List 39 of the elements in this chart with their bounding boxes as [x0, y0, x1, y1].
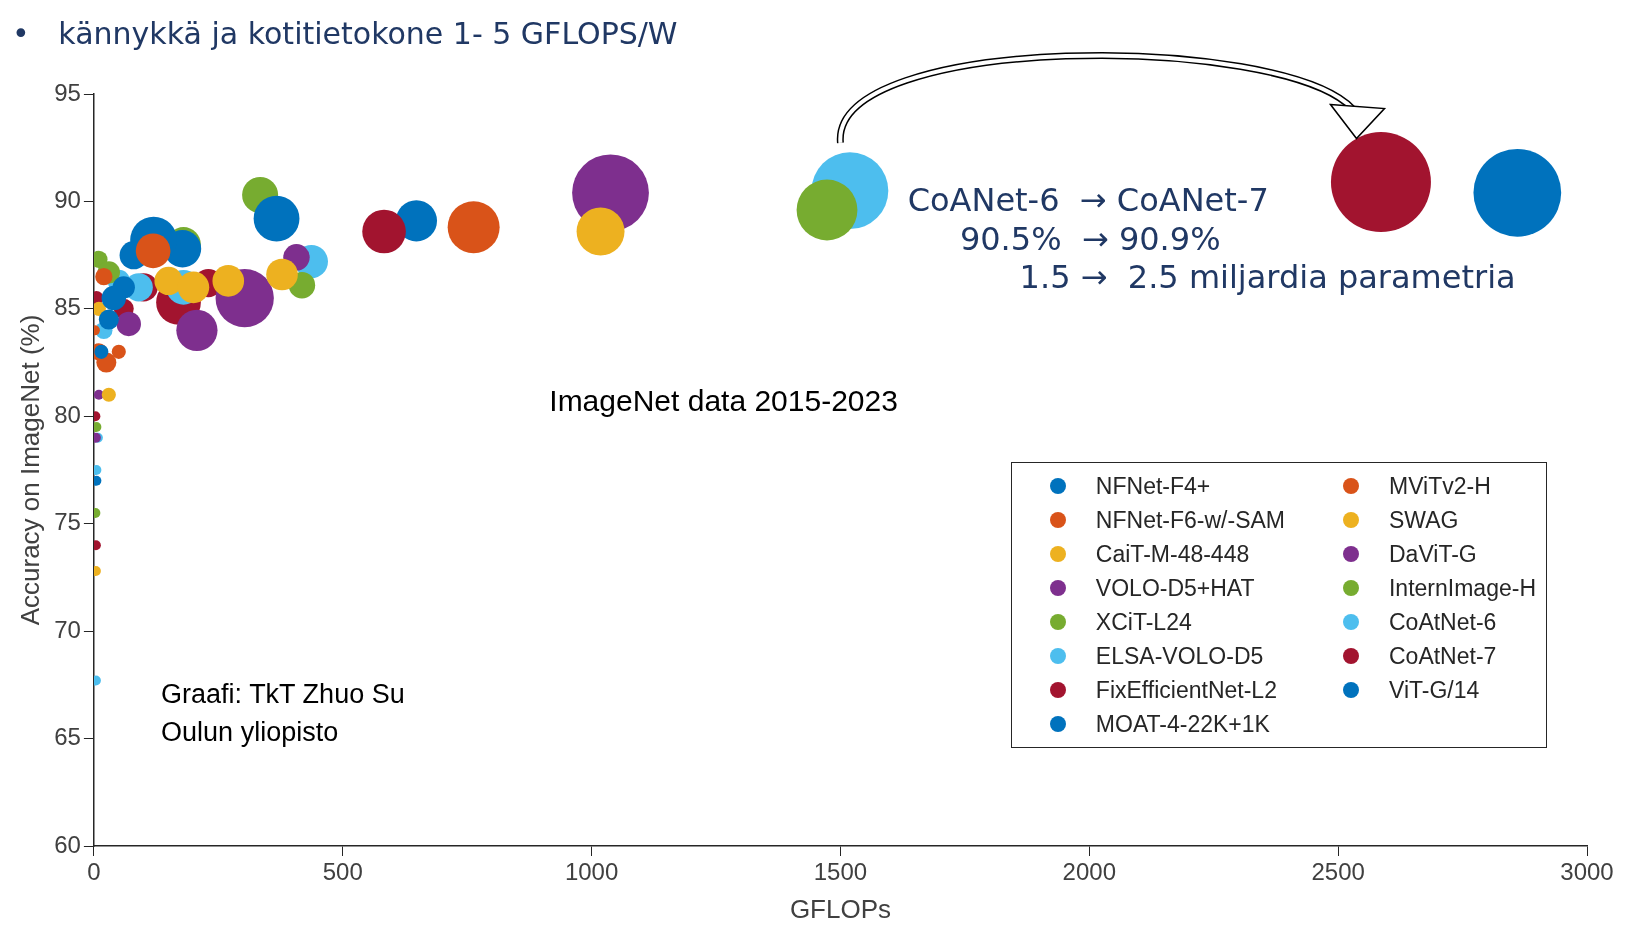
- x-tick-label: 500: [322, 858, 363, 886]
- legend-label: CaiT-M-48-448: [1095, 540, 1250, 568]
- y-tick-label: 80: [54, 400, 81, 428]
- x-tick-label: 3000: [1560, 858, 1614, 886]
- legend-label: XCiT-L24: [1095, 608, 1192, 636]
- annotation: ImageNet data 2015-2023: [549, 383, 898, 417]
- legend-label: MViTv2-H: [1388, 472, 1491, 500]
- legend-label: SWAG: [1388, 506, 1459, 534]
- x-tick-label: 2500: [1311, 858, 1365, 886]
- legend-label: CoAtNet-6: [1388, 608, 1497, 636]
- y-tick-label: 75: [54, 508, 81, 536]
- annotation: Graafi: TkT Zhuo Su: [161, 679, 405, 710]
- y-tick-label: 60: [54, 830, 81, 858]
- x-axis-title: GFLOPs: [789, 893, 892, 924]
- legend-label: VOLO-D5+HAT: [1095, 574, 1255, 602]
- x-tick-label: 2000: [1062, 858, 1116, 886]
- legend-label: NFNet-F6-w/-SAM: [1095, 506, 1285, 534]
- legend-label: FixEfficientNet-L2: [1095, 676, 1277, 704]
- legend-label: NFNet-F4+: [1095, 472, 1211, 500]
- y-tick-label: 85: [54, 293, 81, 321]
- y-tick-label: 70: [54, 615, 81, 643]
- x-tick-label: 1000: [564, 858, 619, 886]
- annotation: 90.5% → 90.9%: [959, 219, 1221, 258]
- legend-label: MOAT-4-22K+1K: [1095, 710, 1270, 738]
- annotation: Oulun yliopisto: [161, 716, 339, 747]
- legend-label: ELSA-VOLO-D5: [1095, 642, 1264, 670]
- y-tick-label: 95: [54, 78, 81, 106]
- y-tick-label: 90: [54, 186, 81, 214]
- legend-label: ViT-G/14: [1388, 676, 1480, 704]
- legend-label: DaViT-G: [1388, 540, 1477, 568]
- annotation: 1.5 → 2.5 miljardia parametria: [1019, 258, 1516, 297]
- chart-title: • kännykkä ja kotitietokone 1- 5 GFLOPS/W: [12, 15, 678, 51]
- legend-label: InternImage-H: [1388, 574, 1536, 602]
- annotation: CoANet-6 → CoANet-7: [907, 181, 1269, 220]
- legend-label: CoAtNet-7: [1388, 642, 1497, 670]
- y-tick-label: 65: [54, 723, 81, 751]
- x-tick-label: 1500: [813, 858, 868, 886]
- y-axis-title: Accuracy on ImageNet (%): [14, 314, 45, 626]
- x-tick-label: 0: [87, 858, 101, 886]
